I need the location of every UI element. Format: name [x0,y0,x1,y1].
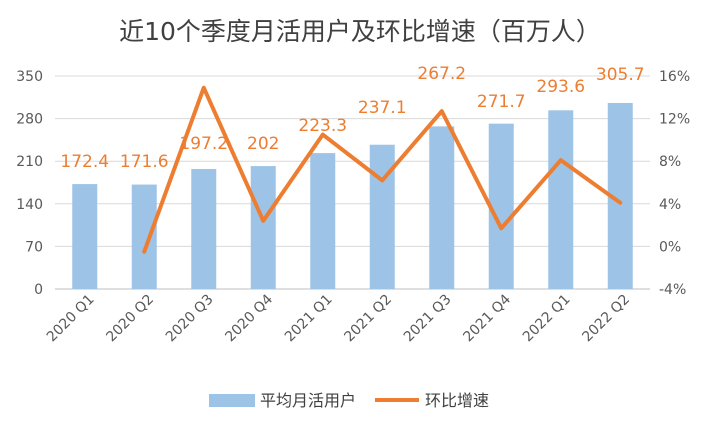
bar [369,144,395,289]
x-tick-label: 2020 Q3 [163,292,217,346]
bar [131,184,157,289]
x-tick-label: 2021 Q4 [460,291,514,345]
bar [310,153,336,289]
bar-value-label: 305.7 [596,65,645,85]
y-right-tick-label: 16% [659,69,690,85]
bar-value-label: 197.2 [179,134,228,154]
y-right-tick-label: 12% [659,112,690,128]
data-labels: 172.4 171.6 197.2 202 223.3 237.1 267.2 271.7 29… [60,64,644,172]
y-right-tick-label: 4% [659,197,681,213]
right-axis: -4% 0% 4% 8% 12% 16% [659,69,690,298]
bar-series [72,102,633,290]
bar-value-label: 271.7 [477,92,526,112]
legend-swatch-bars [209,394,255,407]
y-left-tick-label: 70 [25,239,43,255]
chart-title: 近10个季度月活用户及环比增速（百万人） [119,17,601,46]
legend: 平均月活用户 环比增速 [209,391,489,410]
bar [548,110,574,289]
bar-value-label: 237.1 [358,98,407,118]
bar [191,168,217,289]
y-right-tick-label: 0% [659,239,681,255]
x-tick-label: 2021 Q1 [282,292,336,346]
legend-label-bars: 平均月活用户 [260,391,356,410]
x-tick-label: 2022 Q1 [520,292,574,346]
y-left-tick-label: 140 [16,197,43,213]
legend-label-line: 环比增速 [425,391,489,410]
x-tick-label: 2021 Q3 [401,292,455,346]
x-tick-label: 2020 Q4 [222,291,276,345]
x-tick-label: 2021 Q2 [341,292,395,346]
bar-value-label: 172.4 [60,152,109,172]
bar-value-label: 267.2 [417,64,466,84]
line-series [142,85,623,254]
bar [488,123,514,289]
bar-value-label: 223.3 [298,116,347,136]
y-right-tick-label: -4% [659,282,686,298]
x-tick-label: 2020 Q1 [44,292,98,346]
y-left-tick-label: 0 [34,282,43,298]
x-tick-label: 2022 Q2 [579,292,633,346]
y-left-tick-label: 280 [16,112,43,128]
x-axis: 2020 Q1 2020 Q2 2020 Q3 2020 Q4 2021 Q1 2021 … [44,291,633,345]
bar [429,126,455,290]
x-tick-label: 2020 Q2 [103,292,157,346]
y-left-tick-label: 210 [16,154,43,170]
bar-value-label: 202 [247,134,279,154]
bar [250,166,276,289]
y-left-tick-label: 350 [16,69,43,85]
bar-value-label: 171.6 [120,152,169,172]
left-axis: 0 70 140 210 280 350 [16,69,43,298]
bar-value-label: 293.6 [536,77,585,97]
bar [72,184,98,289]
y-right-tick-label: 8% [659,154,681,170]
